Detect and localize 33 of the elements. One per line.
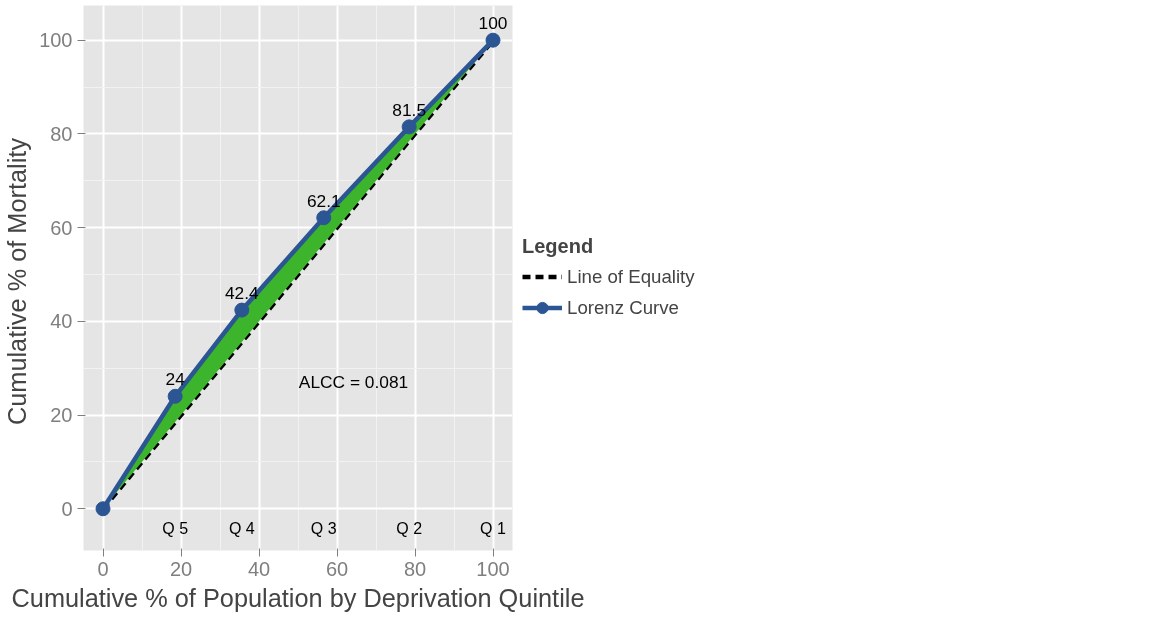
legend-label: Line of Equality xyxy=(567,265,695,287)
x-tick-label: 100 xyxy=(476,557,510,580)
y-tick-label: 80 xyxy=(50,122,73,145)
x-tick-label: 60 xyxy=(325,557,349,580)
annotation: Q 4 xyxy=(228,520,255,538)
point xyxy=(316,210,332,226)
x-tick-label: 20 xyxy=(169,557,193,580)
point xyxy=(95,501,111,517)
point xyxy=(167,388,183,404)
data-label: 24 xyxy=(165,369,186,390)
annotation: Q 5 xyxy=(162,520,189,538)
y-tick-label: 40 xyxy=(50,310,73,333)
annotation: Q 3 xyxy=(310,520,337,538)
annotation: ALCC = 0.081 xyxy=(298,371,409,392)
y-tick-label: 0 xyxy=(61,497,73,520)
y-tick-label: 100 xyxy=(39,29,73,52)
x-tick-label: 0 xyxy=(97,557,109,580)
data-label: 100 xyxy=(478,13,508,34)
legend-label: Lorenz Curve xyxy=(567,296,679,318)
x-tick-label: 80 xyxy=(403,557,427,580)
legend-title: Legend xyxy=(522,234,595,257)
data-label: 81.5 xyxy=(392,99,427,120)
point xyxy=(234,302,250,318)
annotation: Q 1 xyxy=(480,520,506,538)
y-axis-title: Cumulative % of Mortality xyxy=(3,137,32,426)
annotation: Q 2 xyxy=(396,520,423,538)
data-label: 62.1 xyxy=(306,190,341,211)
x-axis-title: Cumulative % of Population by Deprivation Quintile xyxy=(11,583,585,612)
point xyxy=(401,119,417,135)
x-tick-label: 40 xyxy=(247,557,271,580)
y-tick-label: 20 xyxy=(50,404,73,427)
y-tick-label: 60 xyxy=(50,216,73,239)
point xyxy=(485,32,501,48)
